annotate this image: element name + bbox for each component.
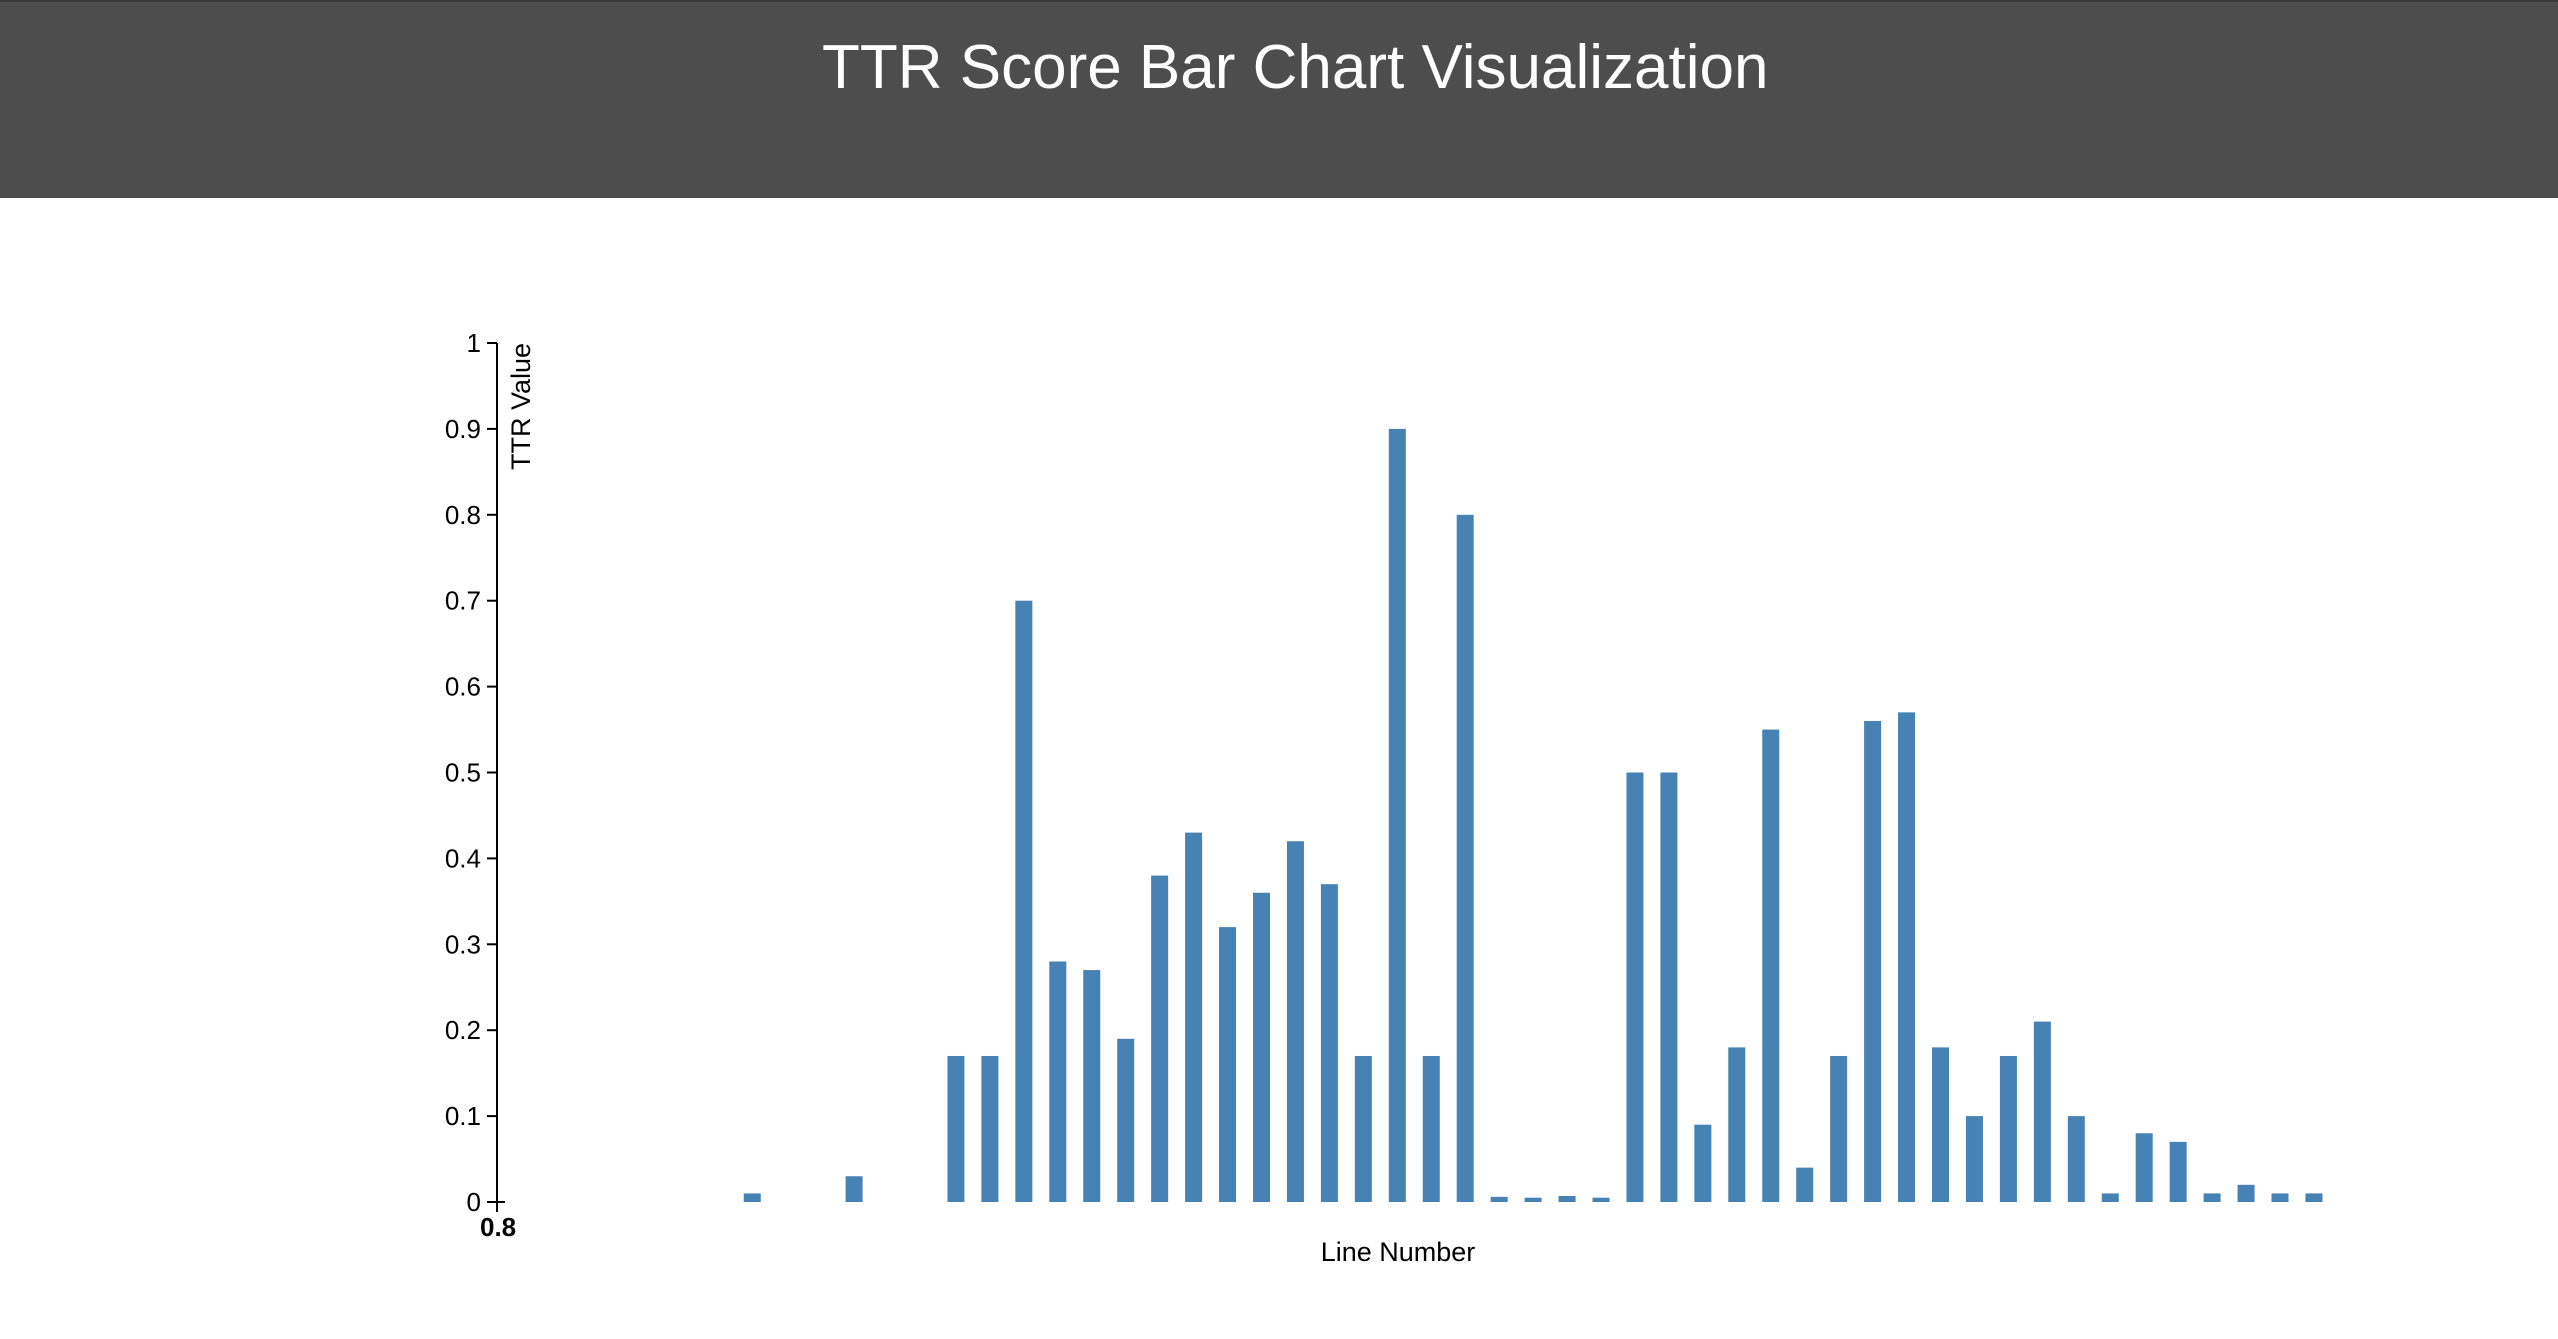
y-tick-label: 0.7 (445, 586, 481, 616)
bar (2237, 1184, 2255, 1202)
y-tick-label: 0.6 (445, 672, 481, 702)
bar (2203, 1193, 2221, 1202)
bar (1626, 772, 1644, 1202)
bar (1490, 1196, 1508, 1202)
bar (845, 1176, 863, 1202)
bar (1286, 841, 1304, 1202)
bar-chart: 0 0.1 0.2 0.3 0.4 0.5 0.6 0.7 0.8 0.9 1 0.8 Line N… (445, 328, 2323, 1267)
bar (1388, 428, 1406, 1202)
bars-layer (743, 428, 2323, 1202)
bar (2101, 1193, 2119, 1202)
bar (2135, 1133, 2153, 1202)
bar (1592, 1197, 1610, 1202)
bar (1049, 961, 1067, 1202)
bar (1151, 875, 1169, 1202)
bar (2305, 1193, 2323, 1202)
y-tick-label: 0.1 (445, 1101, 481, 1131)
bar (1762, 729, 1780, 1202)
y-tick-label: 0.3 (445, 929, 481, 959)
bar (1354, 1055, 1372, 1202)
bar (2067, 1116, 2085, 1202)
bar (1456, 514, 1474, 1202)
bar (1864, 720, 1882, 1202)
bar (1083, 970, 1101, 1202)
bar (1728, 1047, 1746, 1202)
x-axis-label: Line Number (1321, 1237, 1476, 1267)
y-tick-label: 0.2 (445, 1015, 481, 1045)
bar (743, 1193, 761, 1202)
bar (1219, 927, 1237, 1202)
y-axis-label: TTR Value (506, 343, 536, 470)
bar (1694, 1124, 1712, 1202)
y-tick-label: 0.9 (445, 414, 481, 444)
page-title: TTR Score Bar Chart Visualization (822, 33, 1769, 102)
bar (981, 1055, 999, 1202)
bar (1015, 600, 1033, 1202)
bar (2271, 1193, 2289, 1202)
x-axis: 0.8 (480, 1201, 516, 1242)
y-tick-label: 0.8 (445, 500, 481, 530)
y-axis: 0 0.1 0.2 0.3 0.4 0.5 0.6 0.7 0.8 0.9 1 (445, 328, 498, 1217)
bar (1999, 1055, 2017, 1202)
bar (947, 1055, 965, 1202)
bar (1558, 1195, 1576, 1202)
bar (2033, 1021, 2051, 1202)
page-header: TTR Score Bar Chart Visualization (0, 0, 2558, 198)
bar (1965, 1116, 1983, 1202)
bar (1796, 1167, 1814, 1202)
x-tick-label: 0.8 (480, 1212, 516, 1242)
chart-area: 0 0.1 0.2 0.3 0.4 0.5 0.6 0.7 0.8 0.9 1 0.8 Line N… (0, 198, 2558, 1334)
bar (2169, 1141, 2187, 1202)
bar (1320, 884, 1338, 1202)
bar (1422, 1055, 1440, 1202)
y-tick-label: 0.4 (445, 843, 481, 873)
y-tick-label: 1 (467, 328, 481, 358)
bar (1524, 1197, 1542, 1202)
y-tick-label: 0.5 (445, 758, 481, 788)
bar (1830, 1055, 1848, 1202)
bar (1932, 1047, 1949, 1202)
bar (1898, 712, 1916, 1202)
bar (1660, 772, 1678, 1202)
bar (1117, 1038, 1135, 1202)
bar (1253, 892, 1270, 1202)
y-tick-label: 0 (467, 1187, 481, 1217)
bar (1185, 832, 1203, 1202)
